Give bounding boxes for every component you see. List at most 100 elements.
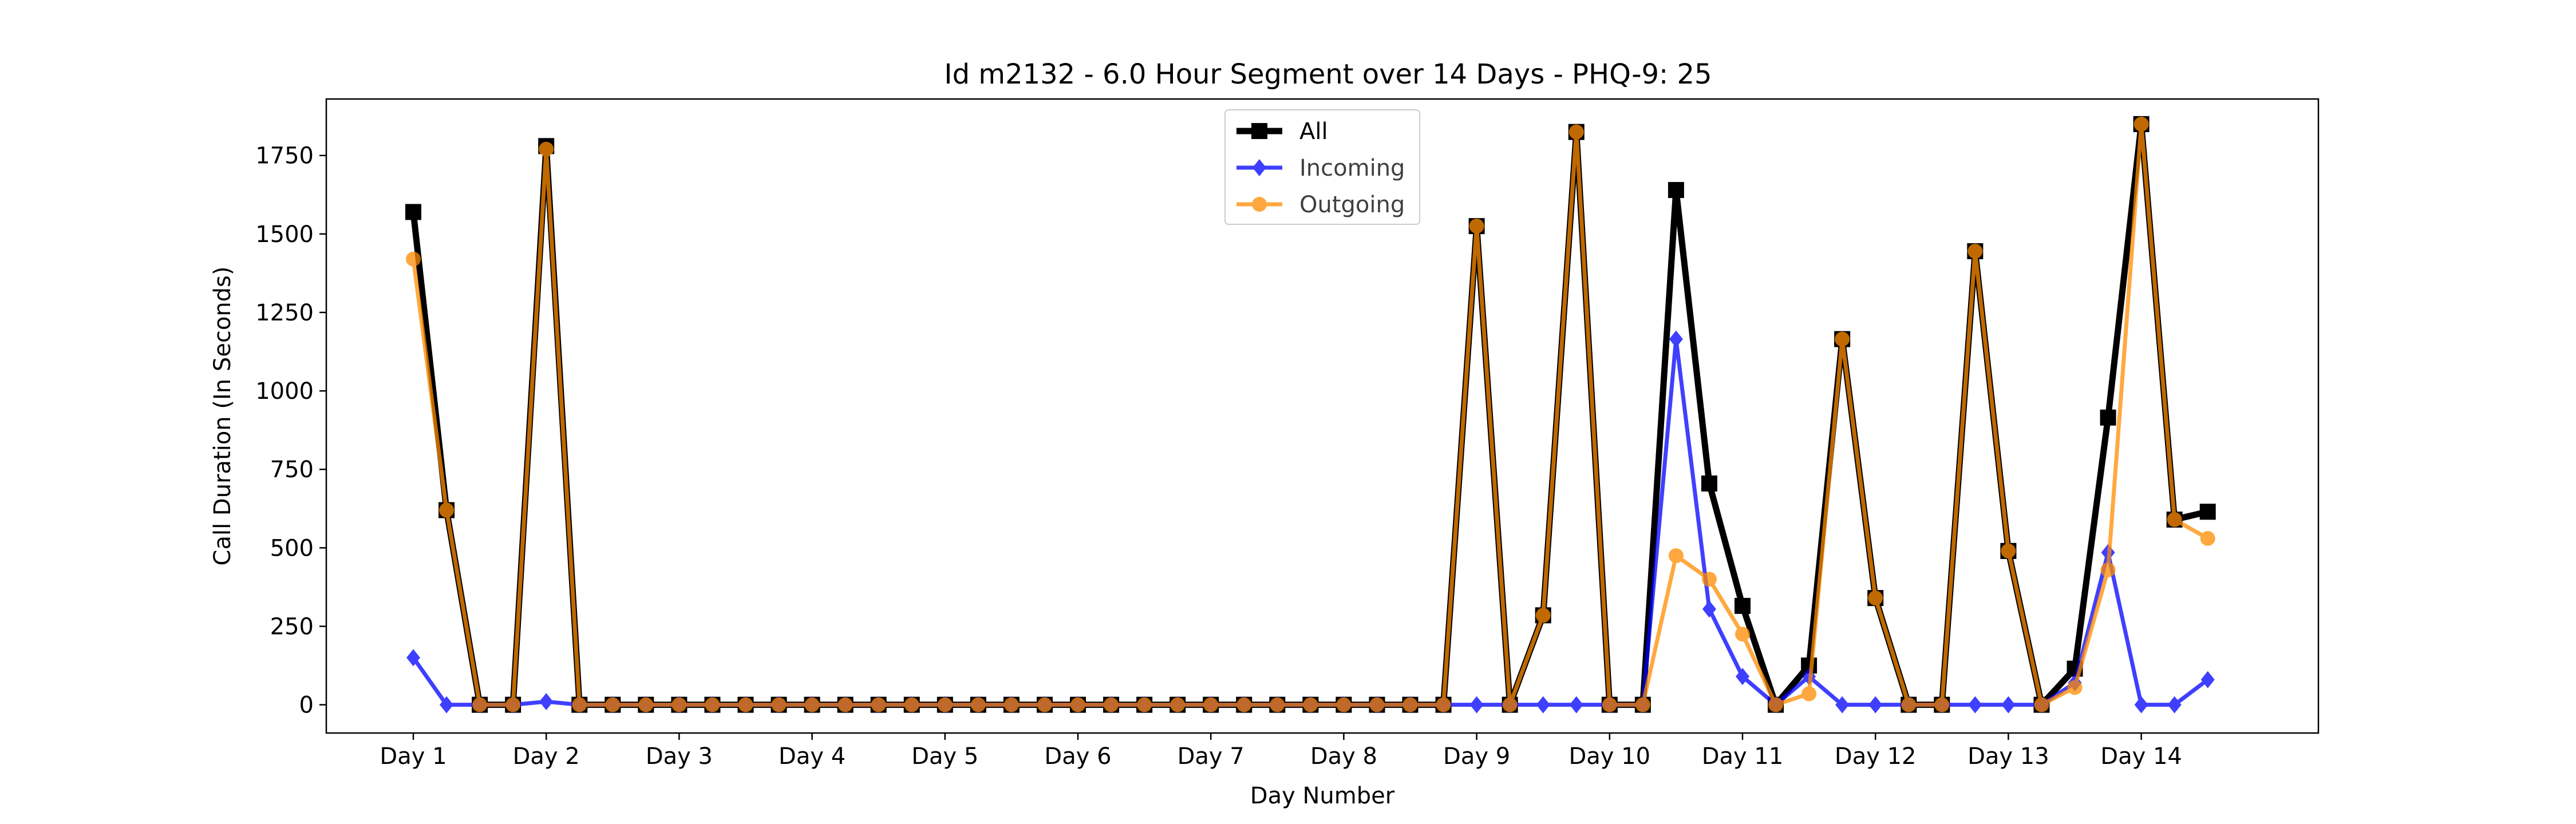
- data-point-outgoing: [2100, 562, 2116, 577]
- data-point-incoming: [2167, 696, 2182, 714]
- x-tick-label: Day 13: [1967, 743, 2049, 770]
- data-point-outgoing: [1469, 219, 1484, 234]
- data-point-incoming: [2134, 696, 2148, 714]
- legend-label-all: All: [1299, 118, 1328, 145]
- data-point-incoming: [1736, 668, 1749, 686]
- y-tick-label: 750: [270, 457, 314, 483]
- legend-entry-outgoing: Outgoing: [1236, 192, 1405, 218]
- x-tick-label: Day 14: [2100, 743, 2182, 770]
- legend-marker-incoming: [1253, 159, 1266, 176]
- data-point-incoming: [1469, 696, 1484, 714]
- data-point-outgoing: [804, 697, 820, 712]
- data-point-all: [1735, 597, 1751, 614]
- data-point-outgoing: [1568, 124, 1584, 140]
- legend-box: [1224, 109, 1420, 225]
- data-point-outgoing: [1070, 697, 1085, 712]
- data-point-outgoing: [871, 697, 886, 712]
- series-outgoing: [406, 116, 2215, 712]
- data-point-outgoing: [1901, 697, 1917, 712]
- legend-marker-all: [1251, 123, 1267, 139]
- x-tick-label: Day 9: [1443, 743, 1510, 770]
- data-point-all: [2100, 409, 2116, 426]
- data-point-outgoing: [1967, 244, 1983, 259]
- legend-marker-outgoing: [1252, 197, 1267, 212]
- plot-frame: [325, 98, 2320, 734]
- data-point-outgoing: [1104, 697, 1119, 712]
- data-point-incoming: [1868, 696, 1883, 714]
- data-point-outgoing: [2134, 116, 2149, 132]
- data-point-outgoing: [439, 502, 455, 518]
- data-point-outgoing: [472, 697, 488, 712]
- data-point-outgoing: [1602, 697, 1617, 712]
- data-point-incoming: [1702, 600, 1716, 618]
- data-point-outgoing: [837, 697, 853, 712]
- legend-entry-all: All: [1236, 118, 1328, 145]
- x-tick-label: Day 8: [1310, 743, 1377, 770]
- data-point-outgoing: [539, 141, 554, 157]
- data-point-incoming: [406, 649, 420, 667]
- data-point-outgoing: [638, 697, 654, 712]
- x-tick-label: Day 1: [380, 743, 447, 770]
- data-point-outgoing: [1835, 331, 1850, 347]
- data-point-all: [1668, 182, 1684, 199]
- data-point-outgoing: [2034, 697, 2049, 712]
- x-tick-label: Day 6: [1044, 743, 1111, 770]
- y-axis-label: Call Duration (In Seconds): [210, 267, 236, 566]
- legend-label-incoming: Incoming: [1299, 155, 1405, 181]
- data-point-incoming: [1669, 330, 1683, 348]
- data-point-incoming: [539, 693, 554, 711]
- data-point-outgoing: [1303, 697, 1318, 712]
- data-point-outgoing: [1768, 697, 1784, 712]
- data-point-outgoing: [1270, 697, 1285, 712]
- data-point-outgoing: [406, 251, 421, 267]
- data-point-incoming: [1569, 696, 1583, 714]
- data-point-outgoing: [1369, 697, 1385, 712]
- chart-title: Id m2132 - 6.0 Hour Segment over 14 Days…: [944, 58, 1712, 90]
- series-line-incoming: [412, 339, 2209, 708]
- data-point-outgoing: [1701, 572, 1717, 587]
- data-point-incoming: [1536, 696, 1550, 714]
- data-point-outgoing: [1170, 697, 1186, 712]
- series-layer: [405, 116, 2216, 714]
- data-point-all: [1701, 475, 1717, 492]
- data-point-outgoing: [1535, 608, 1551, 623]
- y-tick-label: 1500: [255, 221, 314, 248]
- data-point-outgoing: [1037, 697, 1052, 712]
- x-tick-label: Day 4: [779, 743, 846, 770]
- data-point-outgoing: [605, 697, 621, 712]
- data-point-outgoing: [705, 697, 720, 712]
- data-point-all: [405, 204, 421, 220]
- x-tick-label: Day 10: [1568, 743, 1650, 770]
- data-point-outgoing: [1502, 697, 1518, 712]
- data-point-outgoing: [738, 697, 753, 712]
- data-point-incoming: [440, 696, 454, 714]
- x-tick-label: Day 12: [1835, 743, 1917, 770]
- data-point-outgoing: [2200, 530, 2215, 546]
- y-tick-label: 1250: [255, 300, 314, 326]
- data-point-incoming: [1968, 696, 1982, 714]
- data-point-outgoing: [970, 697, 986, 712]
- y-tick-label: 1000: [255, 378, 314, 405]
- legend-label-outgoing: Outgoing: [1299, 192, 1405, 218]
- y-tick-label: 500: [270, 535, 314, 561]
- x-tick-label: Day 7: [1178, 743, 1244, 770]
- y-tick-label: 1750: [255, 143, 314, 169]
- data-point-outgoing: [1735, 627, 1750, 642]
- x-tick-label: Day 3: [646, 743, 713, 770]
- data-point-outgoing: [2167, 512, 2182, 528]
- legend-entry-incoming: Incoming: [1236, 155, 1405, 181]
- data-point-outgoing: [937, 697, 953, 712]
- data-point-outgoing: [1137, 697, 1152, 712]
- data-point-incoming: [1835, 696, 1850, 714]
- data-point-incoming: [2001, 696, 2016, 714]
- data-point-outgoing: [1635, 697, 1650, 712]
- data-point-outgoing: [505, 697, 521, 712]
- data-point-outgoing: [1003, 697, 1019, 712]
- data-point-outgoing: [1934, 697, 1950, 712]
- x-tick-label: Day 5: [911, 743, 978, 770]
- data-point-outgoing: [2001, 543, 2016, 558]
- data-point-outgoing: [1236, 697, 1252, 712]
- x-tick-label: Day 11: [1702, 743, 1784, 770]
- data-point-outgoing: [771, 697, 787, 712]
